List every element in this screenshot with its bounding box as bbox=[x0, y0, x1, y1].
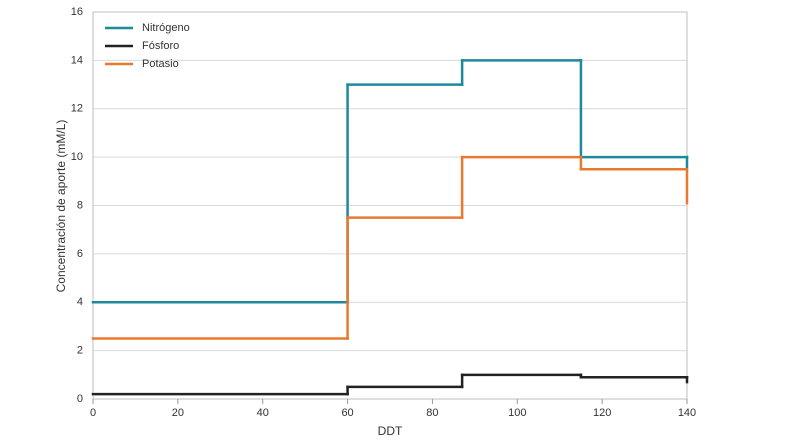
y-tick-label: 16 bbox=[71, 6, 83, 18]
legend-label: Fósforo bbox=[142, 40, 179, 52]
x-tick-label: 80 bbox=[426, 407, 438, 419]
y-tick-label: 4 bbox=[77, 296, 83, 308]
y-tick-label: 8 bbox=[77, 199, 83, 211]
y-tick-label: 12 bbox=[71, 103, 83, 115]
x-tick-label: 40 bbox=[257, 407, 269, 419]
y-tick-label: 2 bbox=[77, 345, 83, 357]
legend-label: Potasio bbox=[142, 58, 179, 70]
y-tick-label: 10 bbox=[71, 151, 83, 163]
plot-frame bbox=[92, 11, 688, 400]
legend-label: Nitrógeno bbox=[142, 22, 190, 34]
x-axis-label: DDT bbox=[378, 424, 403, 438]
x-tick-label: 120 bbox=[593, 407, 611, 419]
y-axis-label: Concentración de aporte (mM/L) bbox=[54, 120, 68, 293]
x-tick-label: 0 bbox=[90, 407, 96, 419]
x-tick-label: 60 bbox=[341, 407, 353, 419]
x-tick-label: 140 bbox=[678, 407, 696, 419]
y-tick-label: 14 bbox=[71, 54, 83, 66]
x-tick-label: 100 bbox=[508, 407, 526, 419]
x-tick-label: 20 bbox=[172, 407, 184, 419]
y-tick-label: 0 bbox=[77, 393, 83, 405]
y-tick-label: 6 bbox=[77, 248, 83, 260]
